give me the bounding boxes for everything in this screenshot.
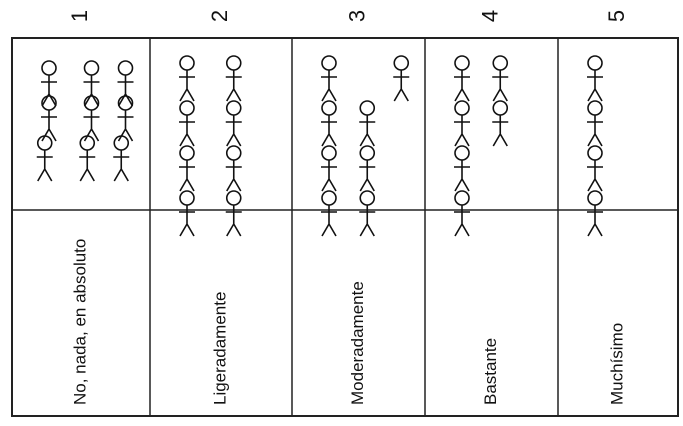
scale-number: 2 [207,10,232,22]
figure-body [359,160,376,192]
figure-body [117,75,134,107]
figure-body [117,110,134,142]
figure-body [492,115,509,147]
figure-head [321,190,337,206]
figure-body [225,115,242,147]
figure-head [454,55,470,71]
scale-number: 1 [67,10,92,22]
figure-body [225,70,242,102]
figure-head [225,100,242,116]
figure-body [179,205,195,237]
figure-body [454,70,470,102]
figure-head [179,190,195,206]
figure-body [225,205,242,237]
stick-figures [179,55,242,237]
figure-head [359,100,376,116]
figure-body [492,70,509,102]
figure-head [321,55,337,71]
scale-label: Muchísimo [607,323,626,405]
figure-head [587,55,603,71]
figure-head [179,145,195,161]
figure-body [179,70,195,102]
figure-head [36,135,53,151]
figure-head [113,135,130,151]
figure-body [179,160,195,192]
figure-body [79,150,96,182]
figure-head [117,60,134,76]
scale-label: No, nada, en absoluto [70,239,89,405]
scale-label: Moderadamente [348,281,367,405]
figure-body [393,70,410,102]
stick-figures [587,55,603,237]
figure-head [587,145,603,161]
figure-head [83,60,100,76]
figure-head [393,55,410,71]
table-border [11,37,679,417]
figure-body [83,110,100,142]
figure-body [36,150,53,182]
stick-figures [454,55,509,237]
scale-label: Ligeradamente [210,292,229,405]
figure-body [321,160,337,192]
scale-number: 4 [477,10,502,22]
figure-head [225,145,242,161]
figure-head [225,55,242,71]
figure-head [359,145,376,161]
figure-body [225,160,242,192]
figure-body [113,150,130,182]
figure-head [587,190,603,206]
figure-head [321,145,337,161]
scale-number: 5 [604,10,629,22]
figure-head [359,190,376,206]
figure-head [321,100,337,116]
figure-body [359,115,376,147]
figure-body [321,205,337,237]
figure-head [492,55,509,71]
figure-head [41,60,57,76]
figure-head [225,190,242,206]
figure-head [454,190,470,206]
figure-body [359,205,376,237]
figure-body [454,160,470,192]
figure-body [587,70,603,102]
scale-number: 3 [344,10,369,22]
figure-body [321,70,337,102]
figure-body [41,75,57,107]
figure-head [179,55,195,71]
figure-head [454,100,470,116]
figure-head [454,145,470,161]
figure-body [179,115,195,147]
scale-label: Bastante [481,338,500,405]
figure-head [492,100,509,116]
figure-head [79,135,96,151]
figure-head [179,100,195,116]
figure-body [321,115,337,147]
stick-figures [36,60,134,182]
figure-body [587,115,603,147]
figure-body [587,160,603,192]
figure-body [41,110,57,142]
figure-body [454,115,470,147]
figure-body [454,205,470,237]
stick-figures [321,55,410,237]
figure-body [587,205,603,237]
figure-head [587,100,603,116]
figure-body [83,75,100,107]
